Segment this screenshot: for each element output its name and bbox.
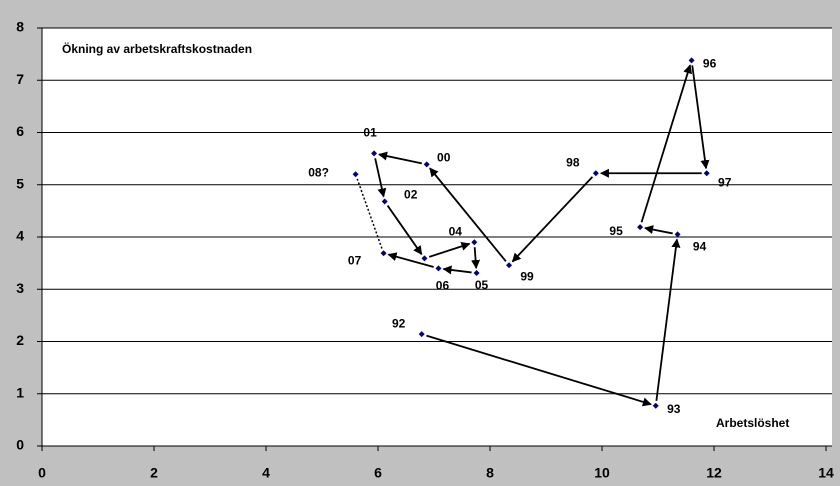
point-label: 00 [437,151,451,165]
arrow [426,334,652,407]
point [435,265,442,272]
y-tick-label: 1 [16,384,24,400]
arrow [387,252,434,268]
point-label: 99 [520,269,534,283]
point-label: 94 [693,240,707,254]
y-tick-label: 3 [16,280,24,296]
x-tick-label: 6 [374,465,382,481]
point [688,57,695,64]
x-axis-label: Arbetslöshet [716,416,789,430]
point-label: 05 [475,278,489,292]
arrow [374,158,387,198]
y-tick-label: 0 [16,437,24,453]
arrow [428,241,471,258]
point [418,331,425,338]
arrow [511,176,594,263]
point [421,255,428,262]
point [637,224,644,231]
point [506,262,513,269]
y-tick-label: 8 [16,19,24,35]
point [592,170,599,177]
y-tick-label: 7 [16,71,24,87]
x-tick-label: 14 [818,465,834,481]
point-label: 95 [609,224,623,238]
arrow [429,167,507,262]
point-label: 93 [667,402,681,416]
point [703,170,710,177]
dotted-connector [356,178,383,249]
y-tick-label: 6 [16,123,24,139]
point-label: 08? [308,165,329,179]
arrow [691,65,710,170]
x-tick-label: 12 [706,465,722,481]
y-tick-label: 4 [16,228,24,244]
arrow [644,225,673,235]
point-label: 96 [703,57,717,71]
y-tick-label: 2 [16,332,24,348]
arrow [378,151,423,165]
x-tick-label: 8 [486,465,494,481]
x-tick-label: 2 [150,465,158,481]
arrow [655,238,681,401]
arrow [640,64,693,223]
point-label: 04 [449,224,463,238]
point-label: 01 [363,126,377,140]
point [381,198,388,205]
point [652,402,659,409]
point-label: 02 [404,188,418,202]
point-label: 97 [718,175,732,189]
x-tick-label: 10 [594,465,610,481]
point [471,239,478,246]
point [423,161,430,168]
chart-title: Ökning av arbetskraftskostnaden [62,41,252,56]
arrow [386,205,423,256]
point-label: 98 [566,155,580,169]
x-tick-label: 0 [38,465,46,481]
y-tick-label: 5 [16,175,24,191]
point [380,250,387,257]
point-label: 07 [348,253,362,267]
point [352,171,359,178]
point-label: 06 [436,279,450,293]
arrow [471,247,481,269]
arrow [442,265,472,275]
point [674,231,681,238]
point [473,270,480,277]
x-tick-label: 4 [262,465,270,481]
point [371,150,378,157]
point-label: 92 [392,316,406,330]
